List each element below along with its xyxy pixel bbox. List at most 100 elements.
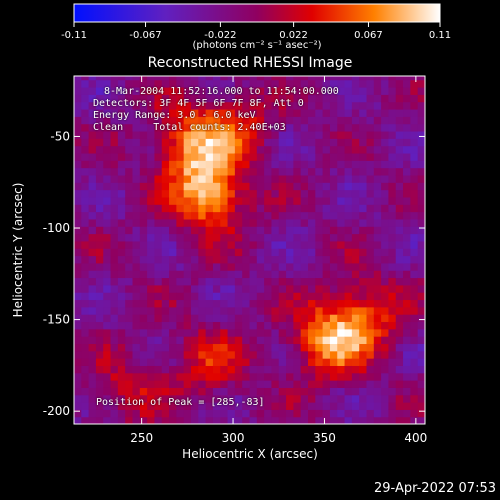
- heatmap-cell: [410, 138, 419, 147]
- heatmap-cell: [344, 218, 353, 227]
- heatmap-cell: [286, 314, 294, 323]
- heatmap-cell: [381, 409, 390, 418]
- heatmap-cell: [256, 328, 265, 337]
- heatmap-cell: [242, 402, 251, 410]
- heatmap-cell: [212, 160, 221, 169]
- heatmap-cell: [337, 306, 346, 315]
- heatmap-cell: [315, 226, 324, 235]
- heatmap-cell: [242, 240, 251, 249]
- heatmap-cell: [227, 306, 236, 315]
- heatmap-cell: [271, 314, 280, 323]
- heatmap-cell: [242, 409, 251, 418]
- heatmap-cell: [74, 292, 82, 301]
- heatmap-cell: [381, 394, 390, 403]
- heatmap-cell: [256, 416, 265, 424]
- heatmap-cell: [242, 123, 251, 132]
- heatmap-cell: [264, 372, 273, 381]
- heatmap-cell: [205, 79, 214, 88]
- heatmap-cell: [191, 358, 199, 366]
- heatmap-cell: [322, 321, 331, 330]
- heatmap-cell: [410, 79, 419, 88]
- heatmap-cell: [227, 204, 236, 213]
- heatmap-cell: [205, 167, 214, 176]
- heatmap-cell: [154, 130, 163, 139]
- heatmap-cell: [103, 145, 112, 154]
- colorbar-tick-label: -0.067: [129, 30, 161, 41]
- heatmap-cell: [308, 226, 316, 235]
- heatmap-cell: [278, 262, 287, 271]
- heatmap-cell: [154, 152, 163, 161]
- heatmap-cell: [329, 226, 338, 235]
- heatmap-cell: [293, 108, 302, 117]
- heatmap-cell: [286, 101, 294, 110]
- heatmap-cell: [154, 292, 163, 301]
- heatmap-cell: [147, 226, 156, 235]
- heatmap-cell: [264, 299, 273, 308]
- heatmap-cell: [403, 152, 411, 161]
- heatmap-cell: [205, 255, 214, 264]
- heatmap-cell: [381, 167, 390, 176]
- heatmap-cell: [212, 226, 221, 235]
- annotation-clean: Clean Total counts: 2.40E+03: [93, 122, 286, 133]
- heatmap-cell: [395, 409, 404, 418]
- heatmap-cell: [359, 321, 368, 330]
- heatmap-cell: [417, 306, 425, 315]
- heatmap-cell: [366, 270, 375, 279]
- heatmap-cell: [264, 416, 273, 424]
- heatmap-cell: [410, 306, 419, 315]
- heatmap-cell: [81, 321, 90, 330]
- heatmap-cell: [381, 299, 390, 308]
- heatmap-cell: [388, 196, 397, 205]
- heatmap-cell: [205, 123, 214, 132]
- heatmap-cell: [125, 86, 134, 95]
- heatmap-cell: [220, 328, 229, 337]
- heatmap-cell: [417, 145, 425, 154]
- heatmap-cell: [74, 336, 82, 345]
- heatmap-cell: [322, 116, 331, 125]
- heatmap-cell: [88, 226, 97, 235]
- heatmap-cell: [110, 409, 119, 418]
- heatmap-cell: [161, 86, 170, 95]
- heatmap-cell: [410, 387, 419, 396]
- heatmap-cell: [74, 189, 82, 198]
- heatmap-cell: [110, 284, 119, 293]
- heatmap-cell: [249, 196, 258, 205]
- heatmap-cell: [388, 248, 397, 257]
- heatmap-cell: [242, 328, 251, 337]
- heatmap-cell: [205, 306, 214, 315]
- heatmap-cell: [395, 248, 404, 257]
- heatmap-cell: [249, 116, 258, 125]
- heatmap-cell: [191, 130, 199, 139]
- heatmap-cell: [315, 86, 324, 95]
- heatmap-cell: [125, 248, 134, 257]
- heatmap-cell: [110, 108, 119, 117]
- heatmap-cell: [169, 365, 177, 374]
- heatmap-cell: [249, 416, 258, 424]
- heatmap-cell: [322, 299, 331, 308]
- heatmap-cell: [176, 314, 185, 323]
- heatmap-cell: [264, 182, 273, 191]
- heatmap-cell: [191, 292, 199, 301]
- chart-title: Reconstructed RHESSI Image: [148, 55, 353, 71]
- heatmap-cell: [191, 416, 199, 424]
- heatmap-cell: [381, 130, 390, 139]
- heatmap-cell: [220, 380, 229, 388]
- heatmap-cell: [212, 233, 221, 242]
- heatmap-cell: [81, 94, 90, 103]
- heatmap-cell: [308, 365, 316, 374]
- heatmap-cell: [351, 101, 360, 110]
- heatmap-cell: [286, 123, 294, 132]
- heatmap-cell: [205, 94, 214, 103]
- heatmap-cell: [381, 387, 390, 396]
- heatmap-cell: [300, 123, 309, 132]
- heatmap-cell: [103, 196, 112, 205]
- heatmap-cell: [322, 387, 331, 396]
- heatmap-cell: [322, 416, 331, 424]
- heatmap-cell: [147, 211, 156, 220]
- heatmap-cell: [117, 365, 126, 374]
- heatmap-cell: [417, 321, 425, 330]
- heatmap-cell: [278, 336, 287, 345]
- heatmap-cell: [161, 76, 170, 81]
- heatmap-cell: [176, 255, 185, 264]
- heatmap-cell: [322, 167, 331, 176]
